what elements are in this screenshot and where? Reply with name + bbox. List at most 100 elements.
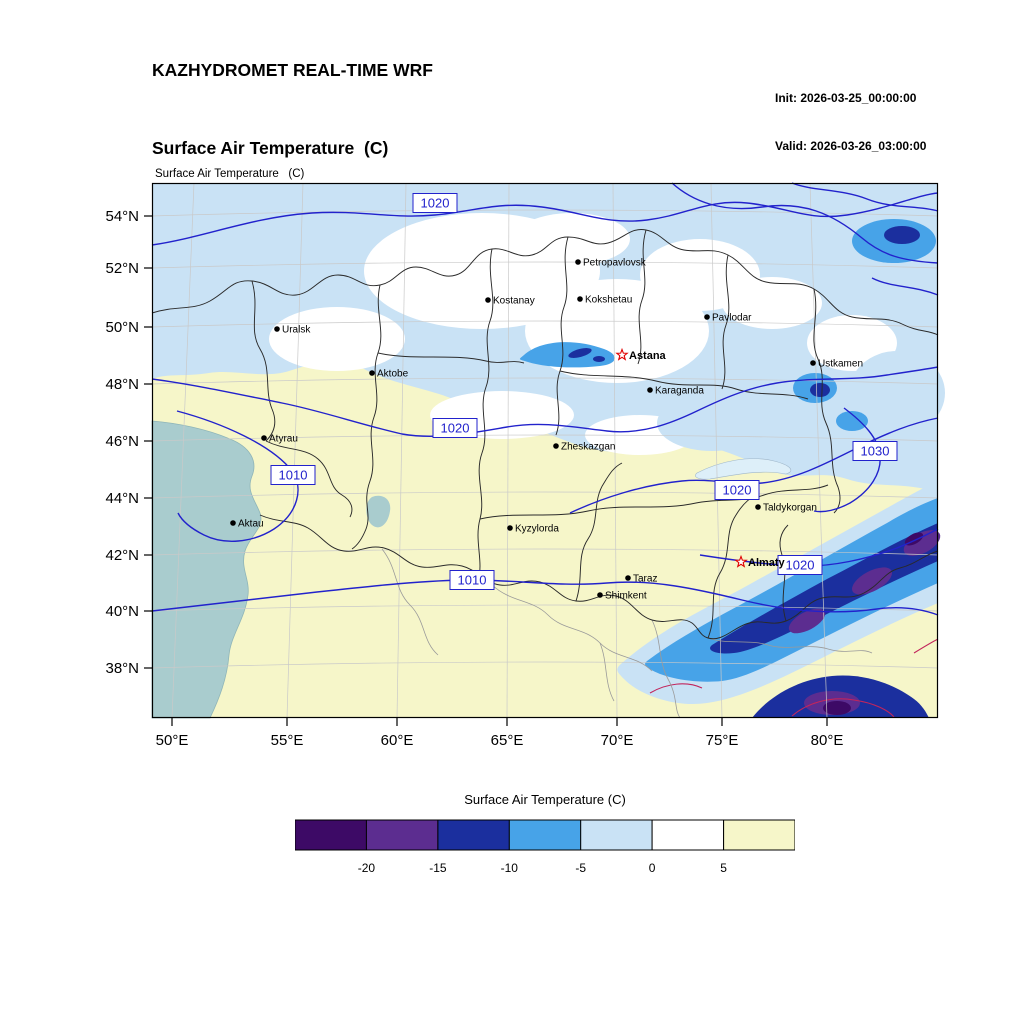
pressure-label-text: 1020 [786,558,815,573]
city-marker: Uralsk [274,325,311,336]
city-label: Atyrau [269,434,298,445]
pressure-label-box [777,555,823,575]
graticule-line [151,548,939,556]
pressure-contour-label: 1030 [852,441,898,461]
legend-tick-label: -20 [358,861,376,875]
cold-patch-east [836,411,868,431]
black-dot-icon [230,520,236,526]
black-dot-icon [553,443,559,449]
isobar-1020 [151,366,939,437]
graticule-line [151,320,939,328]
map-frame [151,182,939,719]
extreme-cold-contour [913,638,939,654]
model-run-info: Init: 2026-03-25_00:00:00 Valid: 2026-03… [775,58,926,186]
black-dot-icon [261,435,267,441]
city-label: Kyzylorda [515,524,559,535]
legend-title: Surface Air Temperature (C) [464,792,626,807]
foreign-border [381,548,439,656]
pressure-label-text: 1010 [279,468,308,483]
pressure-label-text: 1030 [861,444,890,459]
city-label: Ustkamen [818,359,863,370]
lat-axis-label: 42°N [105,547,139,564]
isobar [791,182,939,212]
city-label: Karaganda [655,386,704,397]
lake-balkhash [695,458,792,480]
oblast-border [721,254,730,390]
map-area: 1020 1020 1010 1020 1030 1010 1020 Petro… [105,182,945,749]
city-label: Kokshetau [585,295,632,306]
legend-colorbar: -20 -15 -10 -5 0 5 [295,819,795,875]
corner-extreme-cold-core [823,701,851,715]
city-marker: Petropavlovsk [575,258,647,269]
oblast-border [377,352,525,364]
cold-core [593,356,605,362]
lat-axis-label: 48°N [105,376,139,393]
cold-patch [772,411,852,455]
black-dot-icon [625,575,631,581]
foreign-border [651,619,681,719]
oblast-border [477,248,494,582]
black-dot-icon [647,387,653,393]
graticule-line [151,209,939,217]
pressure-contour-label: 1020 [714,480,760,500]
lon-axis-label: 70°E [601,732,634,749]
city-marker: Taldykorgan [755,503,817,514]
lat-axis-label: 40°N [105,603,139,620]
foreign-border [599,642,615,702]
city-marker: Shimkent [597,591,647,602]
temperature-shading-layer [151,183,945,719]
black-dot-icon [485,297,491,303]
city-marker: Karaganda [647,386,704,397]
graticule-line [151,377,939,385]
pressure-contour-label: 1020 [432,418,478,438]
graticule-line [710,182,723,719]
legend-swatch [723,819,795,851]
pressure-label-text: 1020 [441,421,470,436]
lon-axis-label: 55°E [271,732,304,749]
mountain-extreme-cold [903,530,941,556]
oblast-border [479,484,829,520]
foreign-borders-layer [381,548,873,719]
mountain-deep-cold-band [710,523,938,654]
oblast-border [251,280,276,442]
red-star-icon [615,347,629,361]
pressure-label-box [432,418,478,438]
isobar-1020 [569,417,939,514]
cold-core [568,348,592,358]
city-marker: Ustkamen [810,359,863,370]
pressure-contour-label: 1020 [412,193,458,213]
red-star-icon [734,554,748,568]
city-marker: Kokshetau [577,295,632,306]
city-marker: Aktau [230,519,264,530]
capital-marker: Astana [615,347,667,362]
black-dot-icon [755,504,761,510]
mountain-extreme-cold [852,567,892,595]
graticule-line [396,182,407,719]
capital-label: Astana [629,350,667,362]
city-label: Taraz [633,574,657,585]
weather-map: 1020 1020 1010 1020 1030 1010 1020 Petro… [105,182,945,749]
black-dot-icon [597,592,603,598]
lon-axis-label: 80°E [811,732,844,749]
lat-axis-label: 50°N [105,319,139,336]
graticule-line [151,261,939,269]
plot-label-temperature: Surface Air Temperature (C) [155,168,305,180]
capital-marker: Almaty [734,554,786,569]
legend-tick-label: -10 [501,861,519,875]
lon-axis-label: 60°E [381,732,414,749]
extreme-cold-contour [649,683,703,694]
city-label: Aktobe [377,369,409,380]
init-time: Init: 2026-03-25_00:00:00 [775,91,917,105]
city-marker: Kyzylorda [507,524,559,535]
legend-swatch [651,819,725,851]
pressure-contour-label: 1010 [449,570,495,590]
city-marker: Pavlodar [704,313,752,324]
kazakhstan-south-border [259,514,939,640]
legend-tick-label: 5 [720,861,727,875]
legend: Surface Air Temperature (C) -20 -15 -10 … [295,792,795,878]
near-zero-region [514,213,630,265]
graticule-line [506,182,510,719]
pressure-contours-layer [151,182,939,616]
oblast-border [265,440,353,518]
city-label: Aktau [238,519,264,530]
